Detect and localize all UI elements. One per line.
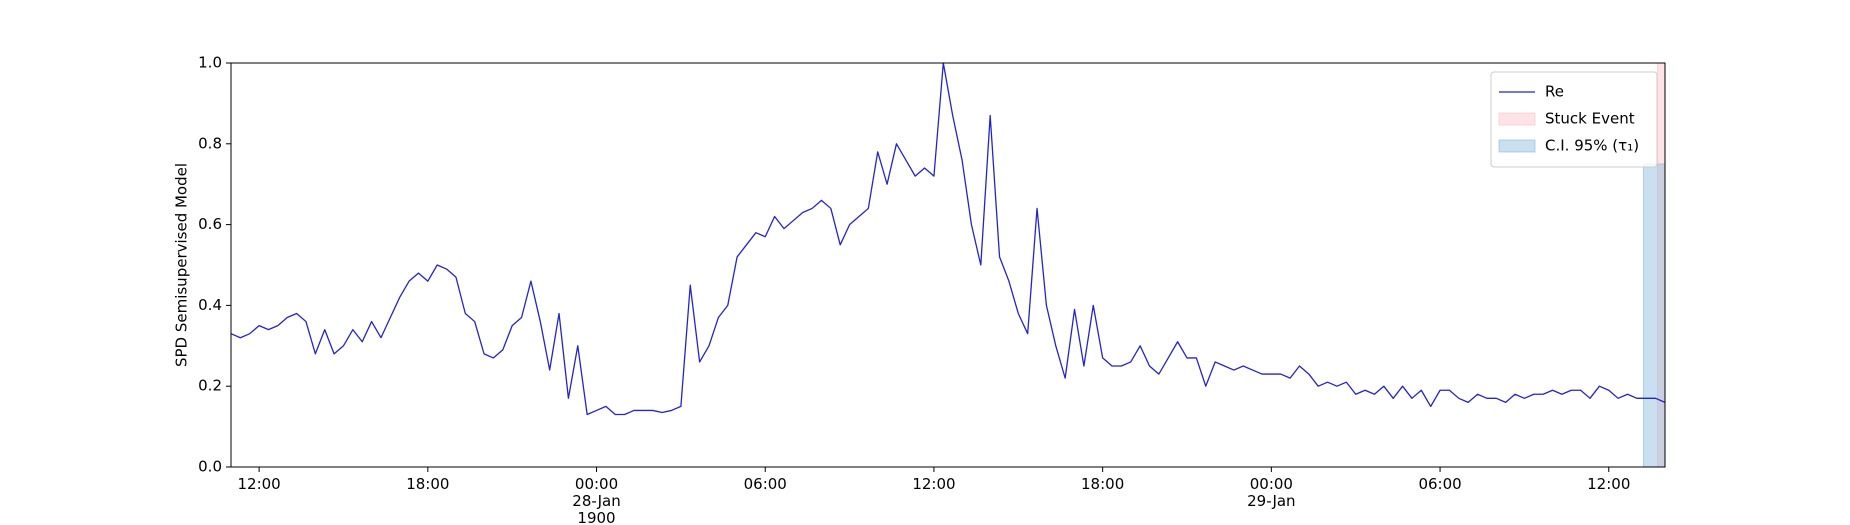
legend-label: C.I. 95% (τ₁) xyxy=(1545,137,1639,155)
x-tick-label: 18:00 xyxy=(1081,475,1124,493)
y-tick-label: 0.0 xyxy=(198,458,222,476)
x-tick-label: 00:00 28-Jan 1900 xyxy=(572,475,620,525)
y-tick-label: 0.6 xyxy=(198,215,222,233)
line-series xyxy=(230,62,1666,416)
y-axis-label: SPD Semisupervised Model xyxy=(173,163,191,367)
legend-box xyxy=(1490,71,1658,168)
y-tick-label: 0.4 xyxy=(198,296,222,314)
x-tick-label: 06:00 xyxy=(1418,475,1461,493)
legend-patch xyxy=(1498,139,1536,153)
x-tick-label: 18:00 xyxy=(406,475,449,493)
y-tick-label: 1.0 xyxy=(198,54,222,72)
legend-label: Re xyxy=(1545,83,1564,101)
x-tick-label: 06:00 xyxy=(744,475,787,493)
x-tick-label: 12:00 xyxy=(912,475,955,493)
legend-patch xyxy=(1498,112,1536,126)
legend: Re Stuck Event C.I. 95% (τ₁) xyxy=(1490,71,1658,168)
y-tick-label: 0.2 xyxy=(198,377,222,395)
x-tick-label: 00:00 29-Jan xyxy=(1247,475,1295,510)
y-tick-label: 0.8 xyxy=(198,134,222,152)
legend-label: Stuck Event xyxy=(1545,110,1635,128)
x-tick-label: 12:00 xyxy=(238,475,281,493)
plot-frame xyxy=(230,62,1666,468)
shaded-span xyxy=(1642,163,1666,468)
x-tick-label: 12:00 xyxy=(1587,475,1630,493)
